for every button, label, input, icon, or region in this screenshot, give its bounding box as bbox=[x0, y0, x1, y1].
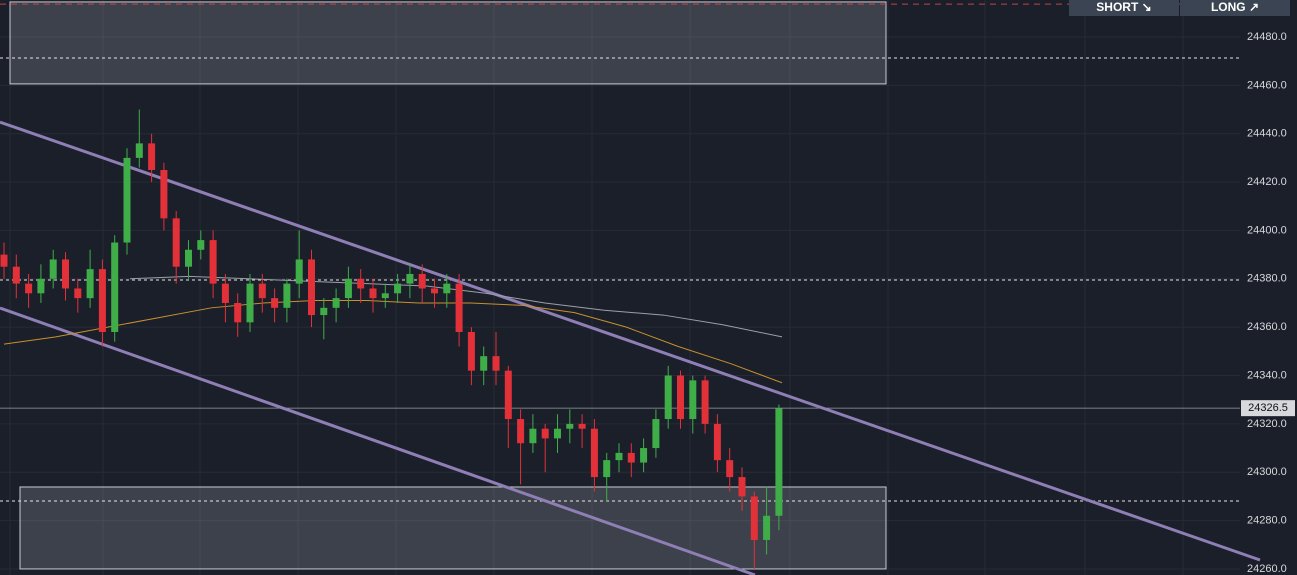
candle-body bbox=[74, 288, 82, 299]
y-tick-label: 24420.0 bbox=[1247, 176, 1287, 188]
candle-body bbox=[185, 249, 192, 267]
y-tick-label: 24300.0 bbox=[1247, 466, 1287, 478]
candle-body bbox=[554, 428, 561, 439]
candle-body bbox=[49, 259, 57, 279]
candle-body bbox=[689, 380, 697, 420]
y-tick-label: 24480.0 bbox=[1247, 31, 1287, 43]
candle-body bbox=[640, 448, 648, 463]
candle-body bbox=[763, 515, 771, 540]
candle-body bbox=[369, 288, 377, 299]
candle-body bbox=[467, 331, 475, 371]
candle-body bbox=[603, 460, 611, 478]
candle-body bbox=[750, 496, 758, 540]
candle-body bbox=[664, 375, 672, 420]
candle-body bbox=[504, 370, 512, 420]
candle-body bbox=[677, 375, 684, 420]
candle-body bbox=[37, 278, 45, 294]
current-price-label: 24326.5 bbox=[1248, 402, 1288, 414]
candle-body bbox=[258, 283, 266, 299]
candle-body bbox=[160, 169, 168, 219]
candle-body bbox=[172, 218, 180, 267]
y-tick-label: 24260.0 bbox=[1247, 563, 1287, 575]
y-tick-label: 24380.0 bbox=[1247, 273, 1287, 285]
zone bbox=[9, 1, 887, 85]
candle-body bbox=[455, 283, 463, 332]
candle-body bbox=[443, 283, 451, 294]
candle-body bbox=[726, 460, 734, 478]
candle-body bbox=[394, 283, 402, 294]
candle-body bbox=[406, 273, 414, 284]
candle-body bbox=[578, 423, 586, 429]
candle-body bbox=[701, 380, 709, 424]
y-tick-label: 24400.0 bbox=[1247, 224, 1287, 236]
candle-body bbox=[652, 419, 660, 449]
short-button[interactable] bbox=[1069, 0, 1179, 16]
order-buttons: SHORT ↘ LONG ↗ bbox=[1069, 0, 1290, 16]
candle-body bbox=[148, 143, 156, 170]
candle-body bbox=[480, 356, 488, 371]
y-tick-label: 24440.0 bbox=[1247, 128, 1287, 140]
candle-body bbox=[295, 259, 303, 284]
trendline bbox=[0, 306, 756, 575]
candle-body bbox=[590, 428, 598, 478]
y-tick-label: 24320.0 bbox=[1247, 418, 1287, 430]
long-button[interactable] bbox=[1180, 0, 1290, 16]
candle-body bbox=[381, 293, 389, 299]
candle-body bbox=[221, 283, 229, 303]
candle-body bbox=[541, 428, 549, 439]
candle-body bbox=[517, 419, 525, 444]
candle-body bbox=[320, 307, 328, 316]
candle-body bbox=[135, 143, 143, 158]
candle-body bbox=[283, 283, 291, 308]
candle-body bbox=[197, 240, 205, 250]
candle-body bbox=[209, 240, 217, 284]
candle-body bbox=[246, 283, 254, 323]
candle-body bbox=[308, 259, 315, 316]
candle-body bbox=[529, 428, 537, 444]
short-label: SHORT ↘ bbox=[1096, 0, 1151, 14]
candle-body bbox=[627, 452, 635, 463]
candle-body bbox=[713, 423, 721, 461]
candle-body bbox=[357, 278, 365, 289]
candle-body bbox=[98, 269, 106, 332]
candle-body bbox=[111, 242, 119, 332]
candle-body bbox=[418, 273, 426, 289]
candle-body bbox=[431, 288, 438, 294]
current-price-box bbox=[1241, 400, 1295, 417]
candle-body bbox=[344, 278, 352, 299]
candle-body bbox=[492, 356, 500, 371]
candle-body bbox=[615, 452, 623, 461]
candle-body bbox=[566, 423, 574, 429]
candle-body bbox=[332, 298, 340, 308]
y-tick-label: 24360.0 bbox=[1247, 321, 1287, 333]
candle-body bbox=[62, 259, 69, 289]
long-label: LONG ↗ bbox=[1211, 0, 1259, 14]
candle-body bbox=[775, 408, 783, 516]
candle-body bbox=[12, 266, 20, 284]
candle-body bbox=[0, 254, 8, 267]
candle-body bbox=[25, 283, 33, 294]
y-tick-label: 24340.0 bbox=[1247, 369, 1287, 381]
candle-body bbox=[123, 157, 131, 243]
candle-body bbox=[86, 269, 94, 299]
y-tick-label: 24460.0 bbox=[1247, 79, 1287, 91]
trendline bbox=[0, 120, 1261, 562]
candle-body bbox=[738, 477, 746, 497]
y-tick-label: 24280.0 bbox=[1247, 515, 1287, 527]
candle-body bbox=[234, 302, 242, 323]
candle-body bbox=[271, 298, 279, 308]
moving-average bbox=[3, 300, 783, 384]
